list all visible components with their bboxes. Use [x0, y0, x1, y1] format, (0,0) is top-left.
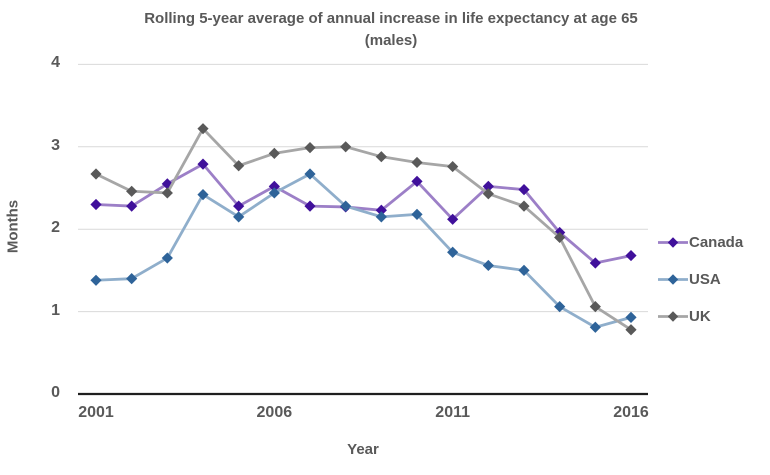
x-tick-label: 2006: [256, 404, 293, 421]
usa-data-point: [161, 252, 173, 264]
usa-data-point: [90, 274, 102, 286]
usa-data-point: [233, 211, 245, 223]
uk-data-point: [340, 141, 352, 153]
x-tick-label: 2016: [613, 404, 649, 421]
usa-data-point: [589, 321, 601, 333]
canada-data-point: [411, 175, 423, 188]
uk-data-point: [304, 142, 316, 154]
usa-data-point: [375, 211, 387, 223]
canada-data-point: [625, 249, 637, 262]
usa-data-point: [518, 264, 530, 276]
uk-line: [95, 126, 632, 331]
uk-data-point: [482, 188, 494, 200]
legend-marker-icon: [658, 273, 688, 285]
usa-data-point: [304, 168, 316, 180]
x-tick-label: 2011: [435, 404, 471, 421]
usa-data-point: [411, 208, 423, 220]
y-tick-label: 3: [51, 136, 60, 154]
y-tick-label: 0: [51, 384, 60, 401]
legend-item-usa: USA: [658, 267, 743, 291]
canada-data-point: [447, 213, 459, 225]
canada-line: [95, 162, 632, 265]
uk-data-point: [90, 168, 102, 180]
canada-data-point: [197, 158, 209, 170]
uk-data-point: [161, 187, 173, 199]
chart-title-line1: Rolling 5-year average of annual increas…: [144, 10, 638, 27]
uk-data-point: [126, 185, 138, 197]
canada-data-point: [126, 200, 138, 212]
uk-data-point: [518, 200, 530, 212]
canada-data-point: [233, 200, 245, 212]
canada-data-point: [589, 257, 601, 269]
legend-label: Canada: [689, 233, 744, 251]
chart-title-line2: (males): [364, 32, 418, 49]
x-axis-title: Year: [347, 441, 379, 458]
legend-item-uk: UK: [658, 304, 743, 328]
usa-data-point: [197, 188, 209, 201]
usa-line: [95, 172, 632, 329]
legend-label: USA: [689, 270, 721, 288]
canada-data-point: [304, 200, 316, 212]
uk-data-point: [447, 160, 459, 173]
uk-data-point: [197, 123, 209, 135]
usa-data-point: [482, 259, 494, 272]
legend: Canada USA UK: [658, 230, 743, 328]
chart-title: Rolling 5-year average of annual increas…: [0, 8, 770, 52]
legend-marker-icon: [658, 310, 688, 322]
canada-data-point: [90, 198, 102, 211]
uk-data-point: [589, 301, 601, 313]
y-tick-label: 2: [51, 219, 60, 237]
y-tick-label: 4: [51, 54, 60, 72]
usa-data-point: [126, 273, 138, 285]
uk-data-point: [411, 156, 423, 169]
uk-data-point: [375, 151, 387, 163]
canada-data-point: [518, 184, 530, 196]
x-tick-label: 2001: [78, 404, 114, 421]
y-tick-label: 1: [51, 301, 60, 319]
legend-item-canada: Canada: [658, 230, 743, 254]
usa-data-point: [447, 246, 459, 258]
canada-data-point: [268, 180, 280, 192]
usa-data-point: [340, 200, 352, 212]
usa-data-point: [268, 187, 280, 199]
uk-data-point: [233, 160, 245, 172]
uk-data-point: [268, 147, 280, 159]
legend-label: UK: [689, 307, 711, 325]
usa-data-point: [625, 311, 637, 323]
canada-data-point: [375, 204, 387, 216]
usa-data-point: [554, 301, 566, 313]
legend-marker-icon: [658, 236, 688, 248]
canada-data-point: [482, 180, 494, 192]
uk-data-point: [625, 324, 637, 336]
uk-data-point: [554, 231, 566, 244]
